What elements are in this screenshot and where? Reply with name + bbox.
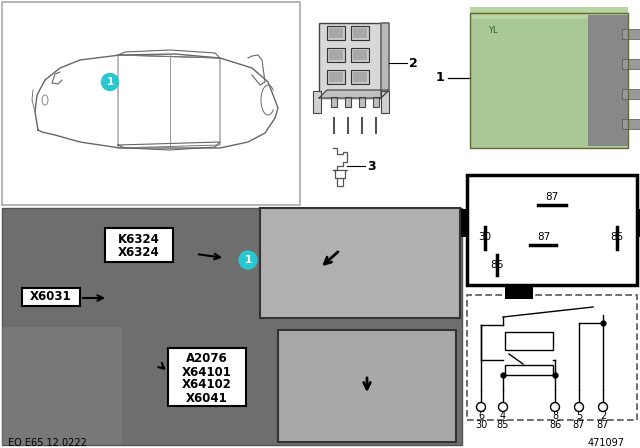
Bar [329,72,343,82]
Text: 87: 87 [545,192,559,202]
Bar [470,7,628,19]
Bar [622,89,640,99]
Bar [373,97,379,107]
Bar [505,285,533,299]
Text: 87: 87 [573,420,585,430]
Text: 87: 87 [538,232,550,242]
Text: A2076: A2076 [186,353,228,366]
Bar [622,59,640,69]
Bar [319,23,381,98]
Text: 4: 4 [500,411,506,421]
Bar [2,208,462,445]
Bar [22,288,80,306]
Bar [327,26,345,40]
Text: 471097: 471097 [588,438,625,448]
Text: EO E65 12 0222: EO E65 12 0222 [8,438,87,448]
Text: X6031: X6031 [30,290,72,303]
Text: 85: 85 [611,232,623,242]
Text: 8: 8 [552,411,558,421]
Bar [345,97,351,107]
Bar [381,91,389,113]
Polygon shape [319,90,389,98]
Text: 1: 1 [244,255,252,265]
Circle shape [477,402,486,412]
Circle shape [598,402,607,412]
Bar [331,97,337,107]
Text: 3: 3 [367,159,376,172]
Bar [353,50,367,60]
Text: X6324: X6324 [118,246,160,259]
Bar [351,48,369,62]
Text: YL: YL [488,26,498,34]
Text: 85: 85 [497,420,509,430]
Text: 2: 2 [600,411,606,421]
Bar [168,348,246,406]
Bar [327,70,345,84]
Text: 6: 6 [478,411,484,421]
Bar [505,332,553,350]
Text: X6041: X6041 [186,392,228,405]
Text: 30: 30 [479,232,492,242]
Text: 1: 1 [106,77,114,87]
Circle shape [550,402,559,412]
Bar [105,228,173,262]
Text: 86: 86 [490,260,504,270]
Text: 5: 5 [576,411,582,421]
Bar [351,70,369,84]
Bar [470,13,628,148]
Bar [313,91,321,113]
Bar [329,50,343,60]
Bar [467,175,637,285]
Bar [505,365,553,375]
Bar [637,209,640,237]
Text: 2: 2 [409,56,418,69]
Text: 87: 87 [597,420,609,430]
Bar [2,2,300,205]
Bar [353,28,367,38]
Bar [453,209,467,237]
Bar [327,48,345,62]
Circle shape [499,402,508,412]
Text: K6324: K6324 [118,233,160,246]
Bar [622,29,640,39]
Circle shape [575,402,584,412]
Text: 86: 86 [549,420,561,430]
Bar [359,97,365,107]
Bar [278,330,456,442]
Bar [470,13,628,148]
Bar [351,26,369,40]
Bar [622,119,640,129]
Text: 1: 1 [435,71,444,84]
Bar [2,327,122,445]
Text: X64102: X64102 [182,379,232,392]
Circle shape [102,73,118,90]
Bar [329,28,343,38]
Text: X64101: X64101 [182,366,232,379]
Bar [467,295,637,420]
Bar [353,72,367,82]
Bar [260,208,460,318]
Polygon shape [381,23,389,98]
Circle shape [239,251,257,269]
Text: 30: 30 [475,420,487,430]
Bar [588,15,628,146]
